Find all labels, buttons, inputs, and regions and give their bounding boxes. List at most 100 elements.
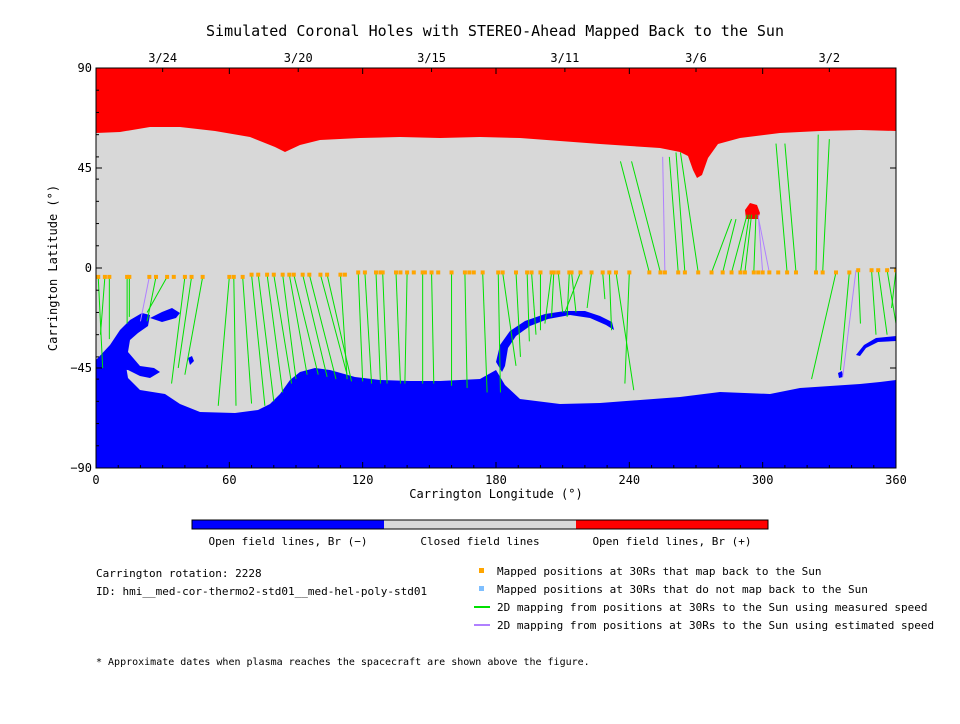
mapped-point (647, 270, 652, 275)
legend-marker (479, 568, 484, 573)
x-tick-label: 240 (618, 473, 640, 487)
mapped-point (607, 270, 612, 275)
measured-speed-link (308, 274, 337, 380)
measured-speed-link (302, 274, 328, 378)
mapped-point (814, 270, 818, 275)
mapped-point (127, 274, 132, 279)
mapped-point (496, 270, 501, 275)
colorbar-segment (192, 520, 384, 529)
measured-speed-link (282, 274, 297, 380)
legend: Mapped positions at 30Rs that map back t… (474, 565, 934, 632)
mapped-point (549, 270, 554, 275)
mapped-point (256, 272, 261, 277)
colorbar-segment (384, 520, 576, 529)
estimated-speed-link (757, 214, 764, 273)
measured-speed-link (326, 274, 353, 382)
measured-speed-link (857, 270, 861, 324)
mapped-point (627, 270, 632, 275)
mapped-point (405, 270, 410, 275)
measured-speed-link (184, 276, 204, 375)
mapped-point (462, 270, 467, 275)
measured-speed-link (711, 218, 733, 273)
top-date-label: 3/15 (417, 51, 446, 65)
measured-speed-link (293, 274, 319, 375)
mapped-point (776, 270, 781, 275)
mapped-point (767, 270, 772, 275)
carrington-rotation: Carrington rotation: 2228 (96, 567, 262, 580)
y-tick-label: 0 (85, 261, 92, 275)
mapped-point (525, 270, 530, 275)
measured-speed-link (146, 276, 168, 313)
mapped-point (291, 272, 296, 277)
mapped-point (374, 270, 378, 275)
measured-speed-link (273, 274, 293, 384)
measured-speed-link (497, 272, 501, 393)
colorbar-segment (576, 520, 768, 529)
measured-speed-link (602, 272, 606, 300)
mapped-point (154, 274, 158, 279)
measured-speed-link (266, 274, 284, 393)
measured-speed-link (822, 139, 830, 273)
measured-speed-link (871, 270, 877, 335)
mapped-point (662, 270, 667, 275)
measured-speed-link (619, 161, 650, 273)
mapped-point (182, 274, 187, 279)
mapped-point (378, 270, 383, 275)
estimated-speed-link (757, 216, 770, 273)
mapped-point (342, 272, 347, 277)
top-date-labels: 3/24 3/20 3/15 3/11 3/6 3/2 (148, 51, 840, 65)
measured-speed-link (675, 152, 686, 273)
measured-speed-link (815, 134, 819, 273)
x-tick-label: 180 (485, 473, 507, 487)
legend-label: Mapped positions at 30Rs that map back t… (497, 565, 822, 578)
top-date-label: 3/2 (818, 51, 840, 65)
legend-label: 2D mapping from positions at 30Rs to the… (497, 619, 934, 632)
measured-speed-link (526, 272, 530, 342)
colorbar-label: Closed field lines (420, 535, 539, 548)
model-id: ID: hmi__med-cor-thermo2-std01__med-hel-… (96, 585, 427, 598)
mapped-point (856, 268, 861, 273)
top-date-label: 3/24 (148, 51, 177, 65)
mapped-point (785, 270, 790, 275)
estimated-speed-link (662, 156, 666, 273)
top-date-label: 3/11 (550, 51, 579, 65)
mapped-point (107, 274, 112, 279)
mapped-point (394, 270, 398, 275)
south-negative-coronal-hole (96, 360, 896, 468)
footnote: * Approximate dates when plasma reaches … (96, 657, 590, 668)
measured-speed-link (739, 214, 750, 273)
mapped-points (96, 268, 896, 279)
mapped-point (569, 270, 574, 275)
mapped-point (551, 270, 556, 275)
mapped-point (847, 270, 852, 275)
mapped-point (471, 270, 476, 275)
measured-speed-link (233, 276, 237, 406)
mapped-point (480, 270, 485, 275)
measured-speed-link (146, 276, 157, 322)
mapped-point (436, 270, 441, 275)
measured-speed-link (608, 272, 613, 331)
measured-speed-link (375, 272, 381, 384)
measured-speed-link (382, 272, 388, 384)
mapped-point (567, 270, 572, 275)
negative-hole-lobe-west (96, 313, 160, 378)
mapped-point (240, 274, 245, 279)
measured-speed-link (731, 214, 748, 273)
measured-speed-link (357, 272, 364, 382)
measured-speed-link (615, 272, 635, 391)
mapped-point (398, 270, 403, 275)
legend-label: 2D mapping from positions at 30Rs to the… (497, 601, 927, 614)
mapped-point (467, 270, 472, 275)
mapped-point (751, 270, 756, 275)
measured-speed-link (339, 274, 348, 380)
mapped-point (318, 272, 323, 277)
mapped-point (422, 270, 427, 275)
measured-speed-link (482, 272, 488, 393)
mapped-point (820, 270, 825, 275)
mapped-point (614, 270, 618, 275)
mapped-point (449, 270, 454, 275)
mapped-point (894, 268, 896, 273)
mapped-point (869, 268, 874, 273)
y-tick-label: −45 (70, 361, 92, 375)
